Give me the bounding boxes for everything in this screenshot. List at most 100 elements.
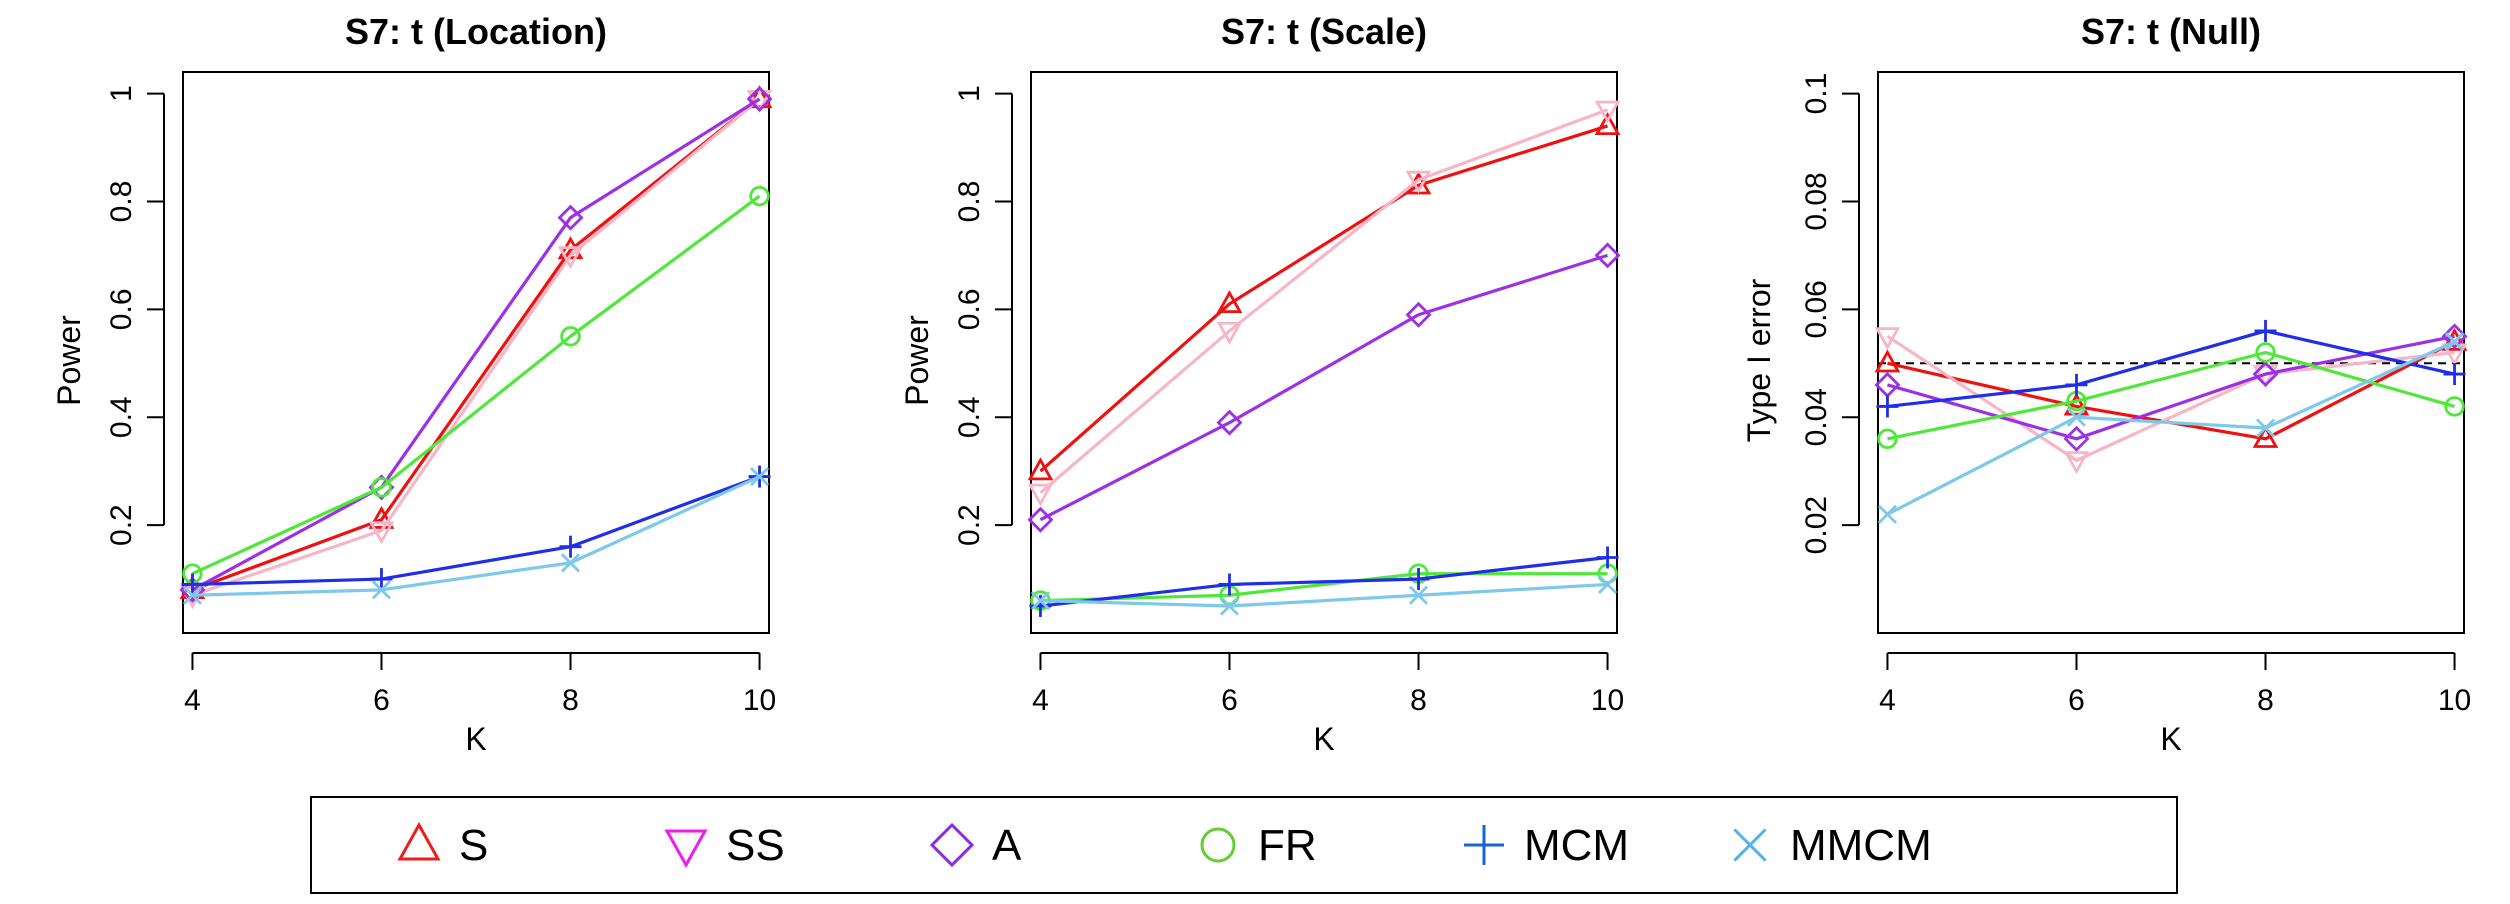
legend-entry-ss: SS bbox=[664, 821, 785, 870]
data-point bbox=[749, 466, 770, 487]
series-mmcm bbox=[182, 466, 770, 605]
series-a bbox=[1027, 242, 1621, 533]
x-tick-label: 8 bbox=[562, 684, 579, 717]
data-point bbox=[370, 568, 393, 591]
x-tick-label: 4 bbox=[1032, 684, 1049, 717]
data-point bbox=[182, 585, 203, 605]
data-point bbox=[2252, 424, 2279, 448]
legend-entry-mmcm: MMCM bbox=[1733, 821, 1932, 870]
x-tick-label: 10 bbox=[1591, 684, 1624, 717]
plot-frame bbox=[182, 71, 770, 634]
series-line bbox=[1887, 334, 2455, 441]
series-ss bbox=[1874, 327, 2468, 475]
legend-entry-a: A bbox=[929, 821, 1022, 870]
y-axis: 0.02 0.04 0.06 0.08 0.1 Type I error bbox=[1741, 73, 1860, 554]
series-line bbox=[1886, 334, 2455, 462]
legend-label: A bbox=[992, 821, 1022, 870]
series-fr bbox=[182, 185, 770, 584]
y-tick-label: 0.4 bbox=[953, 396, 986, 438]
x-tick-label: 6 bbox=[2068, 684, 2085, 717]
y-tick-label: 0.02 bbox=[1800, 496, 1833, 554]
y-tick-label: 0.2 bbox=[953, 504, 986, 546]
data-point bbox=[1877, 428, 1898, 450]
x-tick-label: 6 bbox=[1221, 684, 1238, 717]
series-line bbox=[1039, 108, 1609, 494]
data-point bbox=[1596, 546, 1619, 569]
data-point bbox=[2255, 418, 2276, 438]
data-point bbox=[1216, 409, 1243, 436]
data-point bbox=[557, 204, 584, 231]
x-tick-label: 6 bbox=[373, 684, 390, 717]
legend-label: FR bbox=[1258, 821, 1317, 870]
data-point bbox=[1594, 112, 1621, 136]
data-point bbox=[1594, 100, 1621, 124]
x-axis-label: K bbox=[465, 721, 486, 757]
data-point bbox=[557, 246, 584, 270]
data-point bbox=[559, 535, 582, 558]
data-point bbox=[1218, 573, 1241, 596]
data-point bbox=[1876, 395, 1899, 418]
legend-entry-mcm: MCM bbox=[1464, 821, 1629, 870]
data-point bbox=[1027, 457, 1054, 481]
series-ss bbox=[179, 89, 773, 610]
y-tick-label: 0.8 bbox=[953, 181, 986, 223]
triangle-up-icon bbox=[397, 821, 441, 861]
y-axis-label: Type I error bbox=[1741, 278, 1777, 442]
data-point bbox=[371, 477, 392, 498]
data-point bbox=[746, 85, 773, 109]
x-axis: 4 6 8 10 K bbox=[1032, 652, 1624, 757]
y-tick-label: 1 bbox=[105, 85, 138, 102]
y-tick-label: 0.8 bbox=[105, 181, 138, 223]
data-point bbox=[2066, 407, 2087, 427]
data-point bbox=[2444, 332, 2465, 352]
data-point bbox=[2255, 342, 2276, 363]
data-point bbox=[2444, 396, 2465, 417]
data-point bbox=[1407, 568, 1430, 591]
x-tick-label: 10 bbox=[2438, 684, 2471, 717]
x-axis-label: K bbox=[1313, 721, 1334, 757]
legend-label: S bbox=[459, 821, 488, 870]
chart-panel-3: S7: t (Null) 4 6 8 10 K 0.02 0.04 0.06 0.08 0.1 Typ… bbox=[1741, 11, 2471, 757]
x-tick-label: 8 bbox=[2257, 684, 2274, 717]
chart-panel-1: S7: t (Location) 4 6 8 10 K 0.2 0.4 0.6 0.8 1 Power bbox=[51, 11, 776, 757]
legend-entry-fr: FR bbox=[1200, 821, 1317, 870]
x-axis-label: K bbox=[2160, 721, 2181, 757]
data-point bbox=[1216, 321, 1243, 345]
series-line bbox=[1040, 555, 1608, 608]
data-point bbox=[2441, 343, 2468, 367]
data-point bbox=[1216, 290, 1243, 314]
data-point bbox=[2063, 392, 2090, 416]
circle-icon bbox=[1200, 827, 1236, 863]
chart-title: S7: t (Location) bbox=[345, 11, 607, 52]
data-point bbox=[1594, 242, 1621, 269]
series-mcm bbox=[1876, 319, 2466, 418]
data-point bbox=[2441, 327, 2468, 351]
data-point bbox=[368, 521, 395, 545]
series-line bbox=[192, 475, 761, 597]
series-line bbox=[1886, 340, 2456, 516]
y-tick-label: 0.1 bbox=[1800, 73, 1833, 115]
cross-icon bbox=[1733, 828, 1767, 862]
data-point bbox=[560, 326, 581, 347]
x-axis: 4 6 8 10 K bbox=[184, 652, 776, 757]
series-mmcm bbox=[1030, 574, 1618, 616]
data-point bbox=[1874, 327, 1901, 351]
legend-label: MMCM bbox=[1790, 821, 1932, 870]
data-point bbox=[2254, 319, 2277, 342]
series-line bbox=[1887, 350, 2455, 441]
data-point bbox=[1405, 301, 1432, 328]
y-axis: 0.2 0.4 0.6 0.8 1 Power bbox=[899, 85, 1013, 546]
x-tick-label: 4 bbox=[1879, 684, 1896, 717]
data-point bbox=[1408, 585, 1429, 605]
chart-panel-2: S7: t (Scale) 4 6 8 10 K 0.2 0.4 0.6 0.8 1 Power bbox=[899, 11, 1624, 757]
chart-title: S7: t (Null) bbox=[2081, 11, 2261, 52]
y-tick-label: 0.4 bbox=[105, 396, 138, 438]
legend-box bbox=[310, 796, 2178, 894]
plot-frame bbox=[1877, 71, 2465, 634]
y-axis-label: Power bbox=[899, 315, 935, 406]
series-line bbox=[1040, 572, 1608, 603]
series-line bbox=[1039, 124, 1609, 473]
data-point bbox=[181, 573, 204, 596]
legend-entry-s: S bbox=[397, 821, 488, 870]
